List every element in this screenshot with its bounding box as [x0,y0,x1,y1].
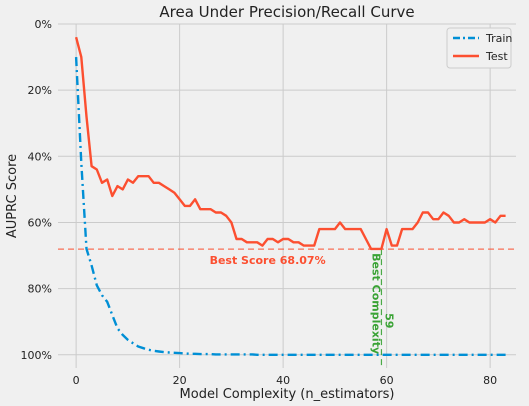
x-tick-label: 20 [173,374,187,387]
y-tick-label: 80% [28,283,52,296]
legend: Train Test [446,27,512,69]
y-axis-title: AUPRC Score [5,154,20,238]
plot-area [58,24,516,368]
series-lines [74,36,506,356]
series-line-train [74,57,506,356]
y-tick-label: 60% [28,216,52,229]
best-complexity-label: Best Complexity [369,253,382,354]
series-line-test [74,36,506,251]
x-tick-label: 40 [276,374,290,387]
best-score-label: Best Score 68.07% [210,254,326,267]
y-tick-label: 0% [35,18,52,31]
legend-test-label: Test [485,50,508,63]
best-complexity-value: 59 [382,313,395,328]
tick-labels: 0 20 40 60 80 0% 20% 40% 60% 80% 100% [21,18,498,387]
grid-lines [58,23,516,368]
y-tick-label: 20% [28,84,52,97]
x-tick-label: 80 [483,374,497,387]
annotations: Best Score 68.07% Best Complexity 59 [58,248,516,368]
x-tick-label: 0 [73,374,80,387]
x-axis-title: Model Complexity (n_estimators) [180,387,395,402]
chart-title: Area Under Precision/Recall Curve [159,3,414,21]
y-tick-label: 100% [21,349,52,362]
legend-train-label: Train [485,32,512,45]
x-tick-label: 60 [380,374,394,387]
y-tick-label: 40% [28,150,52,163]
